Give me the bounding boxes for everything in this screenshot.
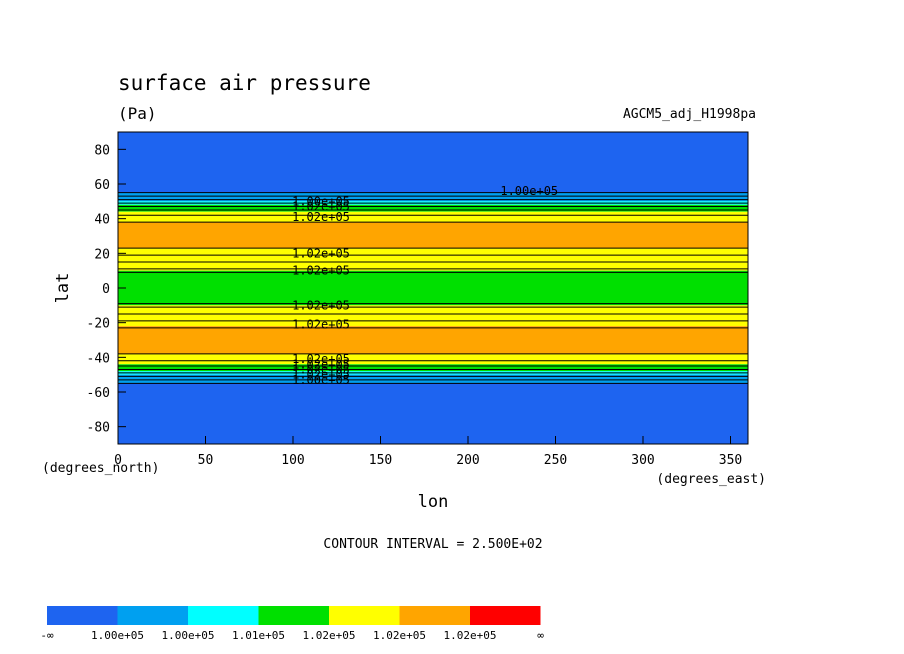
colorbar-label-8: ∞ <box>537 629 544 642</box>
fill-band-11 <box>118 353 748 365</box>
colorbar-swatch-2 <box>117 606 188 625</box>
x-tick-label: 200 <box>456 453 479 468</box>
fill-band-2 <box>118 192 748 202</box>
contour-label-4: 1.00e+05 <box>500 184 558 198</box>
colorbar-swatch-3 <box>188 606 259 625</box>
contour-label-9: 1.02e+05 <box>292 352 350 366</box>
colorbar-swatch-6 <box>399 606 470 625</box>
contour-label-3: 1.02e+05 <box>292 210 350 224</box>
colorbar-label-5: 1.02e+05 <box>303 629 356 642</box>
colorbar-label-6: 1.02e+05 <box>373 629 426 642</box>
y-axis-title: lat <box>53 273 73 304</box>
fill-band-12 <box>118 364 748 372</box>
x-tick-label: 50 <box>198 453 214 468</box>
fill-band-15 <box>118 383 748 444</box>
colorbar-label-3: 1.00e+05 <box>162 629 215 642</box>
y-tick-label: 0 <box>102 282 110 297</box>
y-tick-label: 60 <box>94 178 110 193</box>
contour-label-2: 1.02e+05 <box>292 200 350 214</box>
contour-label-7: 1.02e+05 <box>292 298 350 312</box>
fill-band-9 <box>118 305 748 327</box>
colorbar-swatch-5 <box>329 606 400 625</box>
y-tick-label: -20 <box>87 317 110 332</box>
y-tick-label: -80 <box>87 421 110 436</box>
y-tick-label: -60 <box>87 386 110 401</box>
contour-label-10: 1.02e+05 <box>292 357 350 371</box>
colorbar-swatch-7 <box>470 606 541 625</box>
colorbar-swatch-1 <box>47 606 118 625</box>
fill-band-8 <box>118 270 748 306</box>
dataset-label: AGCM5_adj_H1998pa <box>623 107 756 122</box>
fill-band-5 <box>118 211 748 223</box>
colorbar-label-4: 1.01e+05 <box>232 629 285 642</box>
colorbar-label-7: 1.02e+05 <box>444 629 497 642</box>
contour-lines <box>118 192 748 384</box>
chart-title: surface air pressure <box>118 71 371 95</box>
fill-band-4 <box>118 204 748 212</box>
x-tick-label: 350 <box>719 453 742 468</box>
axes: 0 50 100 150 200 250 300 350806040200-20-40-60-… <box>87 143 743 468</box>
colorbar-swatch-4 <box>258 606 329 625</box>
x-tick-label: 150 <box>369 453 392 468</box>
contour-label-1: 1.00e+05 <box>292 194 350 208</box>
x-tick-label: 0 <box>114 453 122 468</box>
x-axis-units: (degrees_east) <box>656 472 766 487</box>
contour-label-11: 1.02e+05 <box>292 362 350 376</box>
contour-label-8: 1.02e+05 <box>292 317 350 331</box>
colorbar-label-1: -∞ <box>40 629 54 642</box>
x-tick-label: 100 <box>281 453 304 468</box>
y-tick-label: 40 <box>94 213 110 228</box>
x-tick-label: 300 <box>631 453 654 468</box>
y-tick-label: 20 <box>94 247 110 262</box>
plot-area <box>118 132 748 444</box>
contour-labels: 1.00e+051.02e+051.02e+051.00e+051.02e+05… <box>292 184 558 387</box>
contour-label-5: 1.02e+05 <box>292 246 350 260</box>
fill-band-14 <box>118 374 748 384</box>
fill-band-6 <box>118 222 748 249</box>
fill-band-7 <box>118 248 748 271</box>
contour-interval-label: CONTOUR INTERVAL = 2.500E+02 <box>323 537 542 552</box>
x-axis-title: lon <box>418 492 449 512</box>
y-tick-label: 80 <box>94 143 110 158</box>
y-tick-label: -40 <box>87 351 110 366</box>
fill-band-1 <box>118 132 748 193</box>
contour-label-13: 1.00e+05 <box>292 373 350 387</box>
y-axis-units: (degrees_north) <box>42 461 159 476</box>
fill-band-10 <box>118 326 748 354</box>
contour-label-12: 1.02e+05 <box>292 368 350 382</box>
x-tick-label: 250 <box>544 453 567 468</box>
units-label: (Pa) <box>118 104 157 123</box>
colorbar: -∞ 1.00e+05 1.00e+05 1.01e+05 1.02e+05 1.02e+… <box>40 606 544 642</box>
contour-label-6: 1.02e+05 <box>292 264 350 278</box>
colorbar-label-2: 1.00e+05 <box>91 629 144 642</box>
